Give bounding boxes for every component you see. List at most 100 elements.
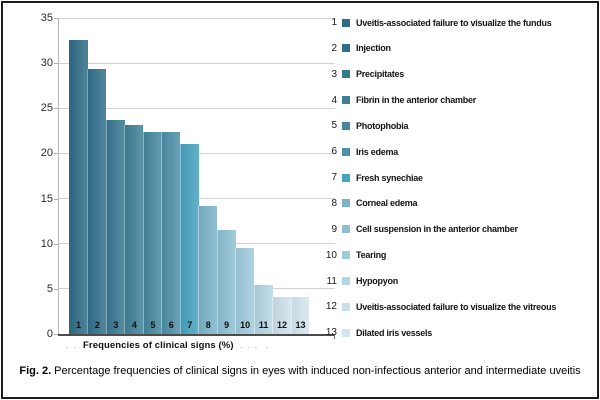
legend-label: Corneal edema [356, 198, 418, 209]
legend-item: 12 Uveitis-associated failure to visualiz… [321, 299, 556, 315]
legend-swatch-icon [342, 147, 350, 156]
legend-swatch-icon [342, 225, 350, 234]
y-tick-mark [54, 18, 58, 19]
bar: 7 [179, 144, 199, 334]
y-tick-mark [54, 288, 58, 290]
bar-category-label: 9 [224, 319, 230, 330]
bar-category-label: 10 [240, 319, 251, 330]
legend-label: Hypopyon [356, 276, 398, 286]
figure-caption: Fig. 2. Percentage frequencies of clinic… [3, 365, 597, 377]
bar: 6 [161, 131, 181, 334]
legend-number: 6 [331, 146, 337, 158]
legend-item: 13 Dilated iris vessels [321, 325, 432, 341]
y-tick-label: 10 [40, 237, 53, 250]
y-tick-label: 0 [46, 328, 53, 340]
y-tick-mark [54, 153, 58, 155]
bar: 13 [290, 296, 310, 334]
x-axis-right-marks: . . . . [240, 341, 270, 350]
y-tick-mark [54, 334, 58, 335]
legend-label: Iris edema [356, 146, 399, 157]
bar-category-label: 2 [94, 319, 100, 330]
legend-item: 8 Corneal edema [321, 195, 417, 211]
legend-item: 4 Fibrin in the anterior chamber [321, 92, 476, 108]
legend-swatch-icon [342, 277, 350, 285]
legend-number: 5 [331, 120, 337, 132]
legend-label: Cell suspension in the anterior chamber [356, 224, 518, 235]
legend-item: 7 Fresh synechiae [321, 170, 423, 186]
y-tick-label: 20 [40, 147, 53, 160]
legend-swatch-icon [342, 302, 350, 311]
y-tick-label: 35 [40, 12, 53, 24]
legend-swatch-icon [342, 251, 350, 260]
bar-chart: 0 5 10 15 20 25 30 35 1 2 3 4 5 6 7 8 9 10 11 12 13 . . Fre… [3, 3, 597, 359]
bar-category-label: 4 [131, 319, 137, 330]
y-tick-label: 25 [40, 102, 53, 115]
bar: 8 [198, 205, 218, 334]
bar-category-label: 11 [258, 319, 269, 330]
y-tick-label: 30 [40, 57, 53, 70]
legend-number: 3 [331, 68, 337, 80]
caption-text: Percentage frequencies of clinical signs… [51, 365, 581, 377]
legend-swatch-icon [342, 18, 350, 27]
x-axis-end-tick [334, 334, 335, 339]
legend-label: Fresh synechiae [356, 172, 423, 183]
x-axis-label: Frequencies of clinical signs (%) [83, 340, 234, 351]
x-axis-left-marks: . . [66, 341, 78, 350]
legend-number: 7 [331, 172, 337, 184]
legend-number: 10 [325, 249, 337, 261]
legend-swatch-icon [342, 199, 350, 208]
legend-label: Uveitis-associated failure to visualize … [356, 301, 557, 312]
legend-number: 9 [331, 223, 337, 235]
bar-category-label: 7 [187, 319, 193, 330]
bar-category-label: 12 [277, 319, 288, 330]
y-tick-label: 15 [40, 192, 53, 205]
bar: 1 [69, 39, 88, 334]
bar: 2 [87, 69, 107, 334]
legend-item: 10 Tearing [321, 247, 386, 263]
bar: 12 [272, 296, 292, 334]
legend-number: 8 [331, 197, 337, 209]
bar-category-label: 3 [113, 319, 119, 330]
bar: 3 [105, 120, 125, 334]
legend-swatch-icon [342, 44, 350, 53]
legend-item: 9 Cell suspension in the anterior chamber [321, 221, 518, 237]
bar-category-label: 1 [75, 319, 81, 330]
legend-label: Uveitis-associated failure to visualize … [356, 17, 552, 28]
bar: 9 [216, 230, 236, 334]
y-tick-label: 5 [46, 282, 53, 295]
bar: 4 [124, 125, 144, 334]
bar-category-label: 6 [168, 319, 174, 330]
caption-prefix: Fig. 2. [19, 365, 52, 377]
y-tick-mark [54, 108, 58, 110]
legend-swatch-icon [342, 173, 350, 182]
y-tick-mark [54, 243, 58, 245]
legend-swatch-icon [342, 121, 350, 130]
legend-number: 1 [331, 17, 337, 28]
legend-number: 13 [325, 327, 337, 339]
bar: 11 [253, 285, 273, 334]
legend-item: 5 Photophobia [321, 118, 408, 134]
legend-swatch-icon [342, 328, 350, 337]
bar-category-label: 5 [150, 319, 156, 330]
legend-item: 3 Precipitates [321, 66, 404, 82]
legend-label: Fibrin in the anterior chamber [356, 95, 477, 106]
y-tick-mark [54, 63, 58, 65]
legend-item: 11 Hypopyon [321, 273, 399, 289]
legend-item: 1 Uveitis-associated failure to visualize… [321, 15, 552, 31]
legend-item: 6 Iris edema [321, 144, 398, 160]
bar: 5 [142, 131, 162, 334]
legend-swatch-icon [342, 96, 350, 105]
legend-label: Photophobia [356, 120, 409, 131]
legend-label: Tearing [356, 250, 387, 261]
gridline [58, 62, 335, 64]
bar-category-label: 13 [295, 319, 306, 330]
legend-label: Dilated iris vessels [356, 327, 433, 338]
gridline [58, 17, 335, 19]
y-tick-mark [54, 198, 58, 200]
gridline [58, 107, 335, 109]
legend-label: Injection [356, 43, 391, 54]
y-axis-line [58, 18, 59, 335]
legend-number: 12 [325, 301, 337, 313]
legend-number: 11 [326, 275, 337, 287]
